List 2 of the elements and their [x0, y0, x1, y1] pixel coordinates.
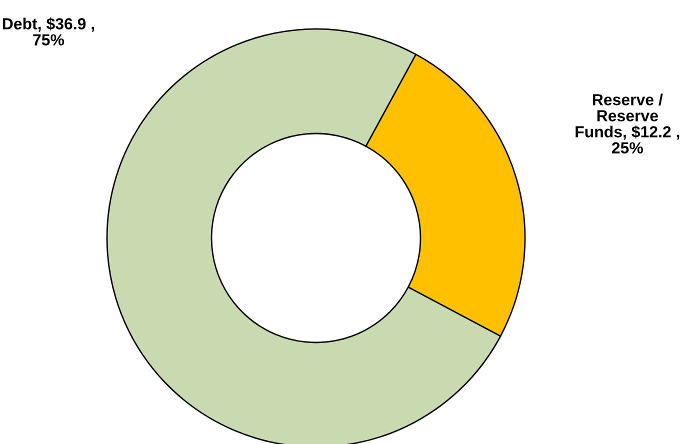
slice-label: Debt, $36.9 , 75% [2, 17, 94, 46]
slice-label: Reserve / Reserve Funds, $12.2 , 25% [576, 94, 680, 154]
